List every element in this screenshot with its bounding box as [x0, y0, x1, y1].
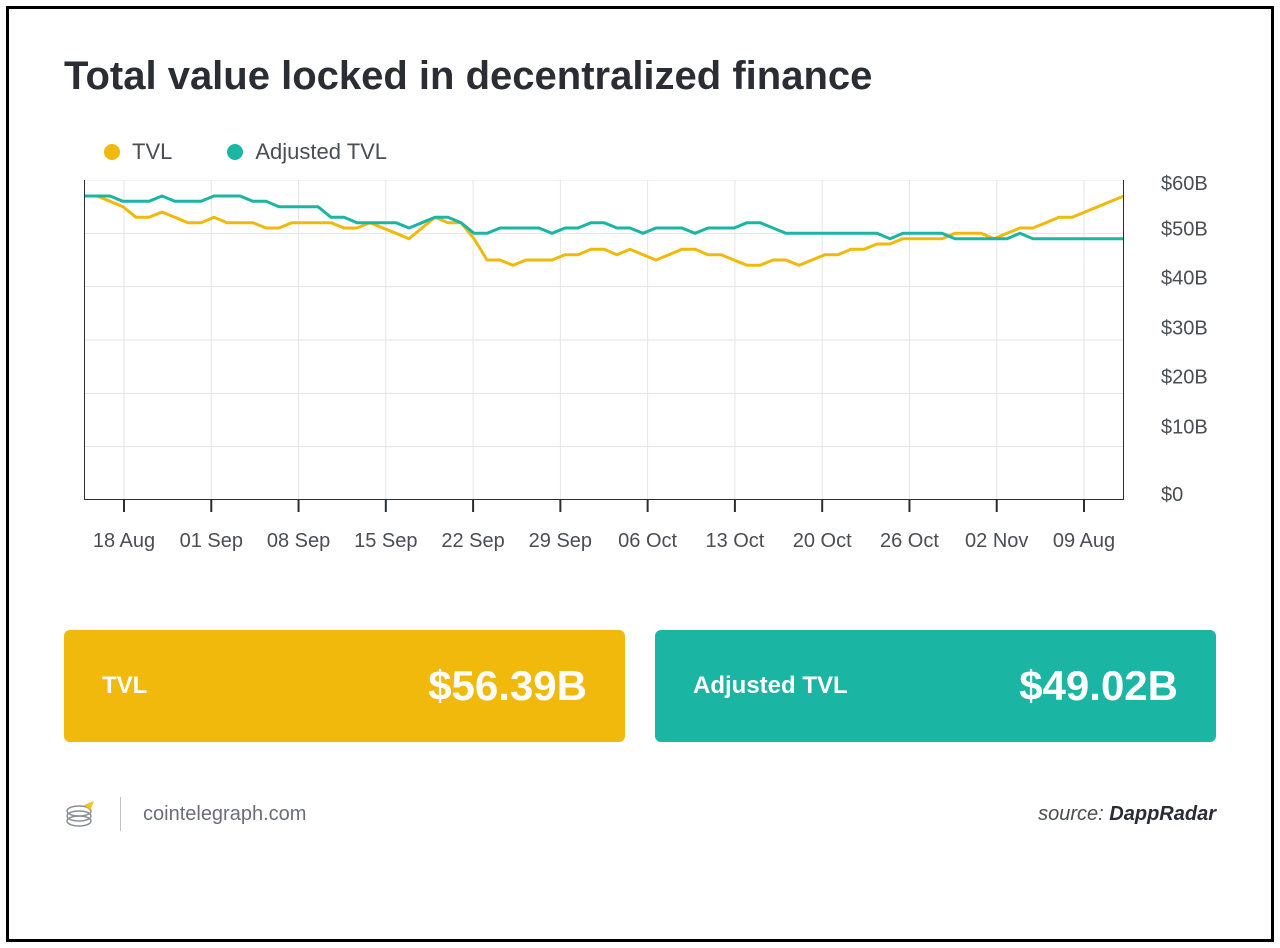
chart-title: Total value locked in decentralized fina… [64, 54, 1216, 99]
card-adjusted: Adjusted TVL $49.02B [655, 630, 1216, 742]
y-tick-label: $60B [1161, 173, 1216, 196]
x-tick-label: 13 Oct [705, 530, 764, 553]
legend-label-tvl: TVL [132, 139, 172, 165]
card-tvl-label: TVL [102, 672, 147, 700]
y-tick-label: $40B [1161, 268, 1216, 291]
source-prefix: source: [1038, 803, 1109, 825]
chart-area: $60B$50B$40B$30B$20B$10B$0 18 Aug01 Sep0… [64, 180, 1216, 550]
x-tick-label: 26 Oct [880, 530, 939, 553]
footer-source: source: DappRadar [1038, 803, 1216, 826]
x-tick-label: 20 Oct [793, 530, 852, 553]
x-tick-label: 22 Sep [441, 530, 504, 553]
legend-label-adjusted: Adjusted TVL [255, 139, 387, 165]
footer: cointelegraph.com source: DappRadar [64, 797, 1216, 831]
summary-cards: TVL $56.39B Adjusted TVL $49.02B [64, 630, 1216, 742]
legend-item-adjusted: Adjusted TVL [227, 139, 387, 165]
y-axis-labels: $60B$50B$40B$30B$20B$10B$0 [1146, 180, 1216, 500]
x-tick-label: 06 Oct [618, 530, 677, 553]
card-adjusted-value: $49.02B [1019, 662, 1178, 710]
card-tvl-value: $56.39B [428, 662, 587, 710]
chart-card: Total value locked in decentralized fina… [6, 6, 1274, 942]
y-tick-label: $30B [1161, 317, 1216, 340]
legend-dot-tvl [104, 144, 120, 160]
card-tvl: TVL $56.39B [64, 630, 625, 742]
x-tick-label: 08 Sep [267, 530, 330, 553]
y-tick-label: $0 [1161, 484, 1216, 507]
x-tick-label: 09 Aug [1053, 530, 1115, 553]
x-tick-label: 18 Aug [93, 530, 155, 553]
x-tick-label: 15 Sep [354, 530, 417, 553]
footer-site: cointelegraph.com [143, 803, 306, 826]
legend-item-tvl: TVL [104, 139, 172, 165]
legend-dot-adjusted [227, 144, 243, 160]
y-tick-label: $20B [1161, 367, 1216, 390]
source-name: DappRadar [1109, 803, 1216, 825]
y-tick-label: $10B [1161, 416, 1216, 439]
cointelegraph-logo-icon [64, 797, 98, 831]
plot [84, 180, 1124, 500]
legend: TVL Adjusted TVL [64, 139, 1216, 165]
footer-divider [120, 797, 121, 831]
x-tick-label: 02 Nov [965, 530, 1028, 553]
x-tick-label: 29 Sep [529, 530, 592, 553]
y-tick-label: $50B [1161, 218, 1216, 241]
card-adjusted-label: Adjusted TVL [693, 672, 848, 700]
x-tick-label: 01 Sep [180, 530, 243, 553]
footer-left: cointelegraph.com [64, 797, 306, 831]
